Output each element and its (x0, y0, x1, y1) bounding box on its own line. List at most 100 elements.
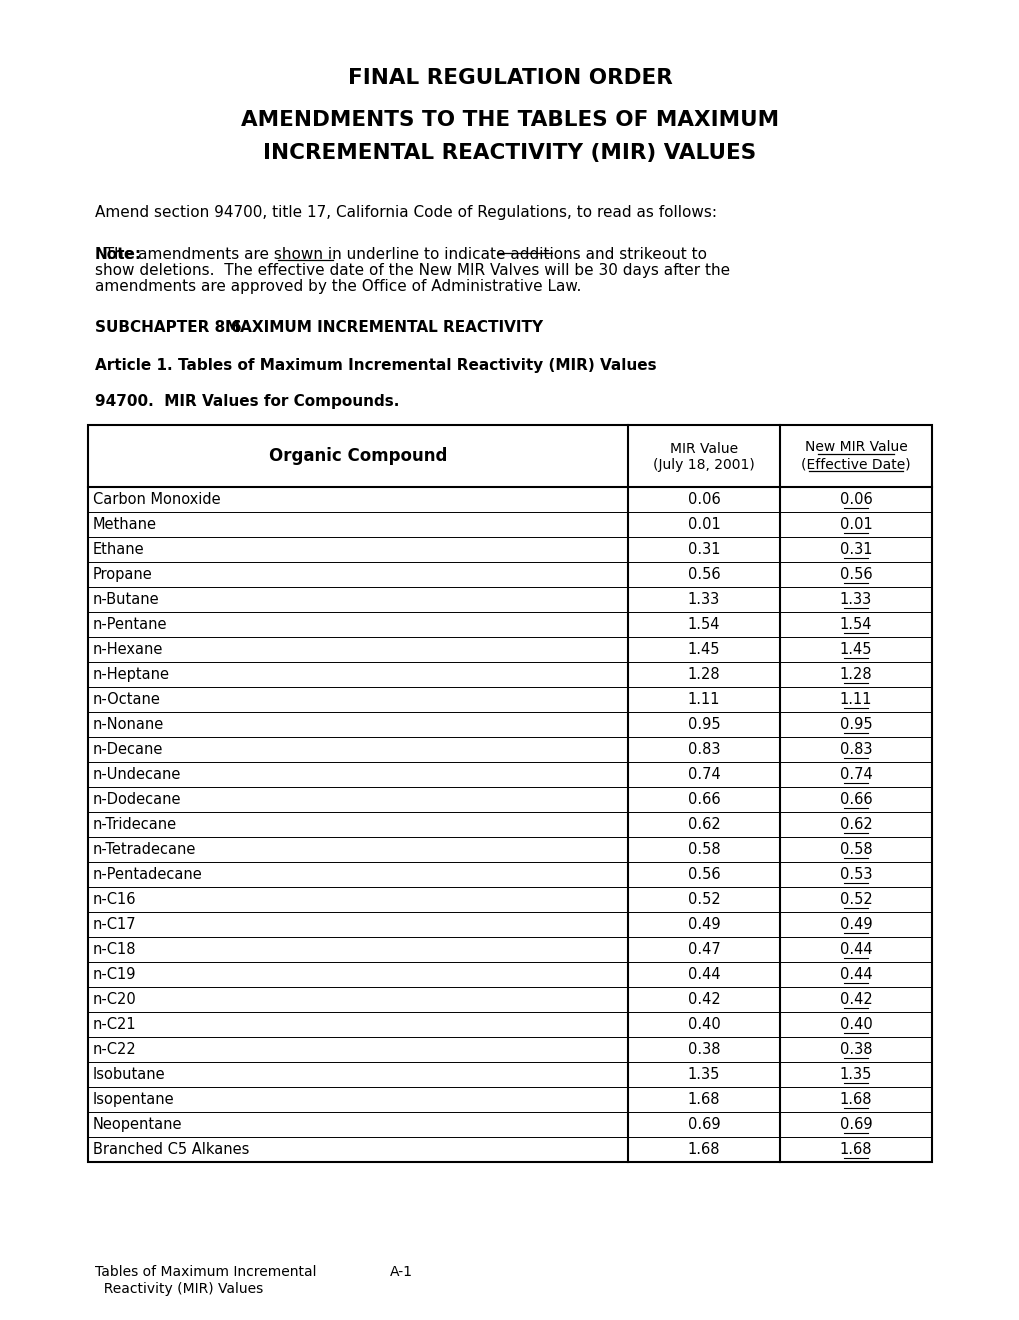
Text: 0.42: 0.42 (687, 993, 719, 1007)
Text: n-C20: n-C20 (93, 993, 137, 1007)
Text: 1.11: 1.11 (839, 692, 871, 708)
Text: 0.40: 0.40 (687, 1016, 719, 1032)
Text: MAXIMUM INCREMENTAL REACTIVITY: MAXIMUM INCREMENTAL REACTIVITY (225, 319, 542, 335)
Text: Ethane: Ethane (93, 543, 145, 557)
Text: 0.83: 0.83 (687, 742, 719, 756)
Text: 0.66: 0.66 (839, 792, 871, 807)
Text: n-Heptane: n-Heptane (93, 667, 170, 682)
Text: 0.42: 0.42 (839, 993, 871, 1007)
Text: 1.68: 1.68 (839, 1092, 871, 1107)
Text: 1.68: 1.68 (687, 1092, 719, 1107)
Text: n-Octane: n-Octane (93, 692, 161, 708)
Text: 1.35: 1.35 (687, 1067, 719, 1082)
Text: 0.44: 0.44 (687, 968, 719, 982)
Text: n-Undecane: n-Undecane (93, 767, 181, 781)
Text: 0.40: 0.40 (839, 1016, 871, 1032)
Text: 0.38: 0.38 (687, 1041, 719, 1057)
Text: Reactivity (MIR) Values: Reactivity (MIR) Values (95, 1282, 263, 1296)
Text: INCREMENTAL REACTIVITY (MIR) VALUES: INCREMENTAL REACTIVITY (MIR) VALUES (263, 143, 756, 162)
Text: 0.44: 0.44 (839, 968, 871, 982)
Text: Article 1.: Article 1. (95, 358, 172, 374)
Text: n-C21: n-C21 (93, 1016, 137, 1032)
Text: 94700.  MIR Values for Compounds.: 94700. MIR Values for Compounds. (95, 393, 399, 409)
Text: 0.31: 0.31 (687, 543, 719, 557)
Text: (July 18, 2001): (July 18, 2001) (652, 458, 754, 473)
Text: 0.52: 0.52 (687, 892, 719, 907)
Text: 0.38: 0.38 (839, 1041, 871, 1057)
Text: 1.68: 1.68 (687, 1142, 719, 1158)
Text: 0.56: 0.56 (687, 867, 719, 882)
Text: 0.95: 0.95 (687, 717, 719, 733)
Text: 0.58: 0.58 (687, 842, 719, 857)
Text: 0.31: 0.31 (839, 543, 871, 557)
Text: 1.45: 1.45 (687, 642, 719, 657)
Text: 0.47: 0.47 (687, 942, 719, 957)
Text: 1.33: 1.33 (687, 591, 719, 607)
Text: New MIR Value: New MIR Value (804, 440, 907, 454)
Text: 1.35: 1.35 (839, 1067, 871, 1082)
Text: FINAL REGULATION ORDER: FINAL REGULATION ORDER (347, 69, 672, 88)
Text: SUBCHAPTER 8.6: SUBCHAPTER 8.6 (95, 319, 242, 335)
Text: 0.06: 0.06 (687, 492, 719, 507)
Text: 0.83: 0.83 (839, 742, 871, 756)
Text: A-1: A-1 (389, 1265, 413, 1279)
Text: n-Decane: n-Decane (93, 742, 163, 756)
Text: n-Pentadecane: n-Pentadecane (93, 867, 203, 882)
Text: 0.62: 0.62 (839, 817, 871, 832)
Text: 0.49: 0.49 (839, 917, 871, 932)
Text: show deletions.  The effective date of the New MIR Valves will be 30 days after : show deletions. The effective date of th… (95, 263, 730, 279)
Text: 1.45: 1.45 (839, 642, 871, 657)
Text: 0.69: 0.69 (687, 1117, 719, 1133)
Text: AMENDMENTS TO THE TABLES OF MAXIMUM: AMENDMENTS TO THE TABLES OF MAXIMUM (240, 110, 779, 129)
Text: 0.56: 0.56 (687, 568, 719, 582)
Text: 1.54: 1.54 (839, 616, 871, 632)
Text: n-Tridecane: n-Tridecane (93, 817, 177, 832)
Text: 0.56: 0.56 (839, 568, 871, 582)
Text: The amendments are shown in underline to indicate additions and strikeout to: The amendments are shown in underline to… (95, 247, 706, 261)
Text: amendments are approved by the Office of Administrative Law.: amendments are approved by the Office of… (95, 279, 581, 294)
Text: 1.11: 1.11 (687, 692, 719, 708)
Text: n-C18: n-C18 (93, 942, 137, 957)
Text: 1.28: 1.28 (839, 667, 871, 682)
Text: Neopentane: Neopentane (93, 1117, 182, 1133)
Text: 0.69: 0.69 (839, 1117, 871, 1133)
Text: n-C17: n-C17 (93, 917, 137, 932)
Text: 1.68: 1.68 (839, 1142, 871, 1158)
Text: 0.53: 0.53 (839, 867, 871, 882)
Text: (Effective Date): (Effective Date) (800, 457, 910, 471)
Text: Branched C5 Alkanes: Branched C5 Alkanes (93, 1142, 249, 1158)
Bar (88, 425, 931, 1162)
Text: Tables of Maximum Incremental: Tables of Maximum Incremental (95, 1265, 316, 1279)
Text: Isobutane: Isobutane (93, 1067, 165, 1082)
Text: 0.66: 0.66 (687, 792, 719, 807)
Text: n-C19: n-C19 (93, 968, 137, 982)
Text: n-Hexane: n-Hexane (93, 642, 163, 657)
Text: MIR Value: MIR Value (669, 442, 738, 455)
Text: 0.06: 0.06 (839, 492, 871, 507)
Text: n-Nonane: n-Nonane (93, 717, 164, 733)
Text: 0.74: 0.74 (839, 767, 871, 781)
Text: 1.28: 1.28 (687, 667, 719, 682)
Text: Tables of Maximum Incremental Reactivity (MIR) Values: Tables of Maximum Incremental Reactivity… (178, 358, 656, 374)
Text: 1.54: 1.54 (687, 616, 719, 632)
Text: 0.62: 0.62 (687, 817, 719, 832)
Text: 1.33: 1.33 (839, 591, 871, 607)
Text: Isopentane: Isopentane (93, 1092, 174, 1107)
Text: Note:: Note: (95, 247, 142, 261)
Text: n-Dodecane: n-Dodecane (93, 792, 181, 807)
Text: Carbon Monoxide: Carbon Monoxide (93, 492, 220, 507)
Text: n-Butane: n-Butane (93, 591, 159, 607)
Text: Organic Compound: Organic Compound (269, 447, 446, 465)
Text: n-Pentane: n-Pentane (93, 616, 167, 632)
Text: Amend section 94700, title 17, California Code of Regulations, to read as follow: Amend section 94700, title 17, Californi… (95, 205, 716, 220)
Text: 0.01: 0.01 (839, 517, 871, 532)
Text: 0.52: 0.52 (839, 892, 871, 907)
Text: n-Tetradecane: n-Tetradecane (93, 842, 197, 857)
Text: 0.49: 0.49 (687, 917, 719, 932)
Text: 0.01: 0.01 (687, 517, 719, 532)
Text: n-C16: n-C16 (93, 892, 137, 907)
Text: 0.95: 0.95 (839, 717, 871, 733)
Text: 0.74: 0.74 (687, 767, 719, 781)
Text: Propane: Propane (93, 568, 153, 582)
Text: n-C22: n-C22 (93, 1041, 137, 1057)
